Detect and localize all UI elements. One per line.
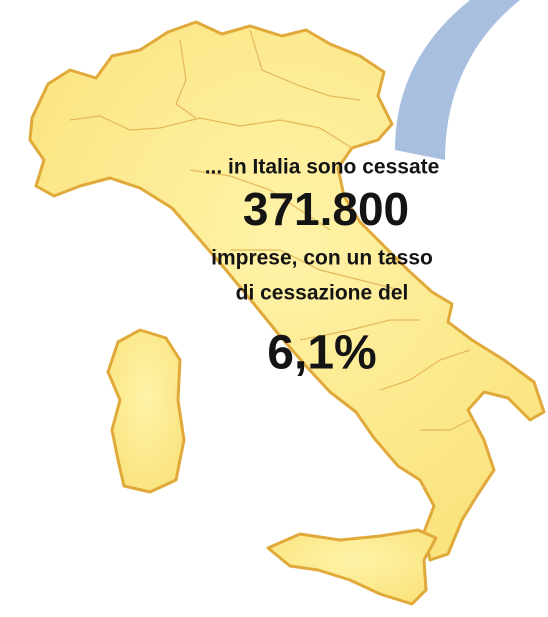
rate: 6,1% <box>267 327 376 380</box>
count: 371.800 <box>243 183 409 235</box>
blue-arc <box>395 0 520 160</box>
region-borders <box>69 29 471 431</box>
text-line: imprese, con un tasso <box>211 247 433 270</box>
intro-text: ... in Italia sono cessate <box>205 156 440 179</box>
text-line: di cessazione del <box>236 282 409 305</box>
sardinia <box>106 328 186 494</box>
italy-mainland <box>28 20 546 562</box>
sicily <box>266 528 438 606</box>
